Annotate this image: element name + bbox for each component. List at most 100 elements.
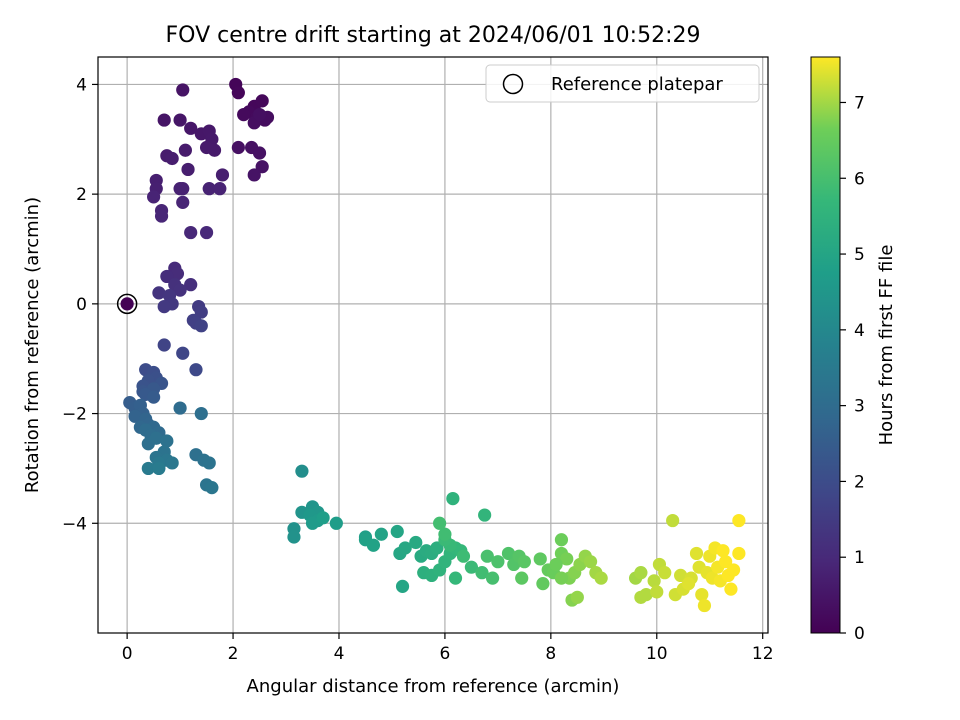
data-point bbox=[430, 541, 444, 555]
data-point bbox=[287, 530, 301, 544]
data-point bbox=[448, 571, 463, 585]
data-point bbox=[184, 121, 198, 135]
data-point bbox=[480, 549, 494, 563]
data-point bbox=[475, 566, 489, 580]
data-point bbox=[533, 552, 547, 566]
data-points bbox=[116, 77, 746, 613]
x-tick-label: 0 bbox=[122, 644, 133, 664]
y-axis-label: Rotation from reference (arcmin) bbox=[22, 197, 43, 493]
data-point bbox=[554, 533, 569, 547]
data-point bbox=[501, 546, 516, 561]
data-point bbox=[295, 464, 309, 478]
data-point bbox=[189, 363, 203, 377]
data-point bbox=[491, 555, 505, 569]
data-point bbox=[120, 297, 134, 311]
x-tick-label: 12 bbox=[752, 644, 774, 664]
data-point bbox=[157, 338, 171, 352]
colorbar-tick-label: 3 bbox=[854, 397, 865, 417]
data-point bbox=[152, 286, 166, 300]
data-point bbox=[147, 390, 161, 404]
x-tick-label: 2 bbox=[228, 644, 239, 664]
x-axis-ticks: 0 2 4 6 8 10 12 bbox=[122, 633, 774, 664]
data-point bbox=[231, 86, 245, 100]
reference-platepar-marker bbox=[116, 293, 138, 315]
data-point bbox=[176, 182, 190, 196]
data-point bbox=[719, 555, 733, 569]
data-point bbox=[154, 209, 169, 223]
data-point bbox=[194, 319, 208, 333]
y-tick-label: 2 bbox=[76, 185, 87, 205]
colorbar-tick-label: 0 bbox=[854, 624, 865, 644]
x-tick-label: 4 bbox=[334, 644, 345, 664]
chart-title: FOV centre drift starting at 2024/06/01 … bbox=[166, 23, 701, 48]
data-point bbox=[583, 555, 598, 569]
data-point bbox=[666, 513, 680, 528]
data-point bbox=[213, 182, 227, 196]
data-point bbox=[374, 527, 388, 541]
data-point bbox=[689, 546, 704, 561]
data-point bbox=[554, 571, 569, 585]
data-point bbox=[316, 511, 330, 525]
data-point bbox=[305, 516, 320, 530]
data-point bbox=[674, 568, 688, 583]
data-point bbox=[446, 492, 460, 506]
y-tick-label: 4 bbox=[76, 75, 87, 95]
data-point bbox=[170, 267, 185, 281]
data-point bbox=[184, 278, 198, 292]
data-point bbox=[194, 305, 208, 319]
data-point bbox=[478, 508, 492, 522]
data-point bbox=[207, 143, 222, 157]
data-point bbox=[252, 146, 267, 160]
colorbar-label: Hours from first FF file bbox=[876, 245, 897, 446]
data-point bbox=[173, 113, 187, 127]
data-point bbox=[366, 538, 381, 552]
data-point bbox=[157, 300, 171, 314]
data-point bbox=[178, 143, 192, 157]
data-point bbox=[594, 571, 608, 585]
data-point bbox=[549, 557, 563, 572]
data-point bbox=[165, 151, 179, 166]
colorbar-tick-label: 4 bbox=[854, 321, 865, 341]
data-point bbox=[726, 563, 741, 577]
data-point bbox=[697, 598, 712, 613]
data-point bbox=[255, 94, 269, 108]
data-point bbox=[181, 162, 195, 177]
y-tick-label: 0 bbox=[76, 295, 87, 315]
colorbar-tick-label: 2 bbox=[854, 472, 865, 492]
legend: Reference platepar bbox=[485, 64, 760, 103]
y-tick-label: −2 bbox=[62, 405, 87, 425]
data-point bbox=[184, 225, 198, 240]
x-tick-label: 10 bbox=[646, 644, 668, 664]
data-point bbox=[658, 566, 672, 580]
data-point bbox=[724, 582, 738, 596]
data-point bbox=[536, 577, 550, 591]
data-point bbox=[390, 524, 404, 539]
legend-box bbox=[485, 64, 760, 103]
data-point bbox=[173, 401, 187, 415]
data-point bbox=[176, 346, 190, 360]
data-point bbox=[215, 168, 230, 182]
data-point bbox=[456, 549, 471, 563]
data-point bbox=[147, 190, 161, 204]
data-point bbox=[398, 541, 412, 555]
data-point bbox=[409, 535, 423, 550]
data-point bbox=[517, 555, 531, 569]
colorbar-tick-label: 7 bbox=[854, 93, 865, 113]
data-point bbox=[695, 588, 709, 602]
data-point bbox=[231, 140, 245, 155]
data-point bbox=[165, 456, 179, 470]
data-point bbox=[202, 182, 216, 196]
x-tick-label: 6 bbox=[440, 644, 451, 664]
data-point bbox=[647, 574, 661, 588]
colorbar-tick-label: 6 bbox=[854, 169, 865, 189]
data-point bbox=[160, 434, 174, 448]
colorbar bbox=[810, 56, 841, 634]
data-point bbox=[464, 560, 478, 574]
data-point bbox=[634, 566, 648, 580]
y-tick-label: −4 bbox=[62, 514, 87, 534]
colorbar-tick-label: 5 bbox=[854, 245, 865, 265]
data-point bbox=[485, 571, 500, 585]
legend-entry-reference: Reference platepar bbox=[551, 74, 723, 95]
data-point bbox=[634, 590, 648, 604]
